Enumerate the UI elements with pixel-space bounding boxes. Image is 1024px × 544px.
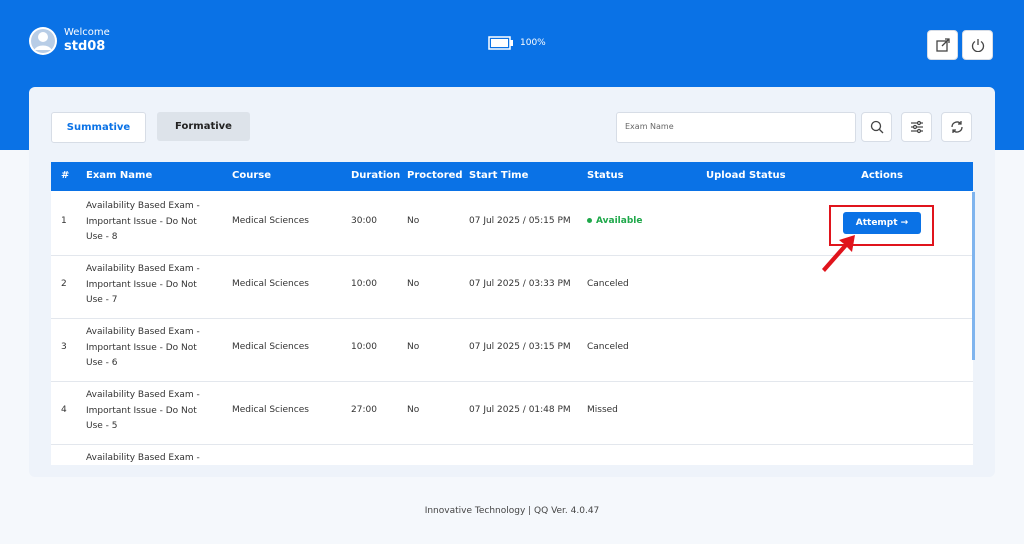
footer: Innovative Technology | QQ Ver. 4.0.47 (424, 506, 600, 516)
refresh-button[interactable] (941, 112, 972, 142)
proctored: No (407, 216, 420, 226)
course: Medical Sciences (232, 342, 309, 352)
scrollbar (972, 192, 975, 360)
column-header: Actions (861, 170, 903, 181)
column-header: Start Time (469, 170, 529, 181)
duration: 10:00 (351, 279, 377, 289)
exam-name: Availability Based Exam - Important Issu… (86, 201, 200, 242)
open-button[interactable] (927, 30, 958, 60)
status: Canceled (587, 342, 629, 352)
num: 2 (61, 279, 67, 289)
status-dot (587, 218, 592, 223)
duration: 30:00 (351, 216, 377, 226)
attempt-button[interactable]: Attempt → (843, 212, 921, 234)
column-header: Exam Name (86, 170, 153, 181)
table-header: # Exam Name Course Duration Proctored Start T… (51, 162, 973, 191)
column-header: Status (587, 170, 624, 181)
tab[interactable]: Summative (51, 112, 146, 143)
duration: 27:00 (351, 405, 377, 415)
status-text: Available (596, 216, 643, 226)
course: Medical Sciences (232, 279, 309, 289)
battery-level: 100% (520, 38, 546, 48)
status: Available (587, 216, 642, 226)
tab[interactable]: Formative (157, 112, 250, 141)
placeholder: Exam Name (625, 122, 674, 131)
highlight-box (829, 205, 934, 246)
column-header: Upload Status (706, 170, 786, 181)
exam-name: Availability Based Exam - Important Issu… (86, 264, 200, 305)
table-row: 3 Availability Based Exam - Important Iss… (51, 318, 973, 382)
table-row: 2 Availability Based Exam - Important Iss… (51, 255, 973, 319)
exam-table: # Exam Name Course Duration Proctored Start T… (51, 162, 973, 465)
start-time: 07 Jul 2025 / 03:15 PM (469, 342, 571, 352)
column-header: Proctored (407, 170, 463, 181)
duration: 10:00 (351, 342, 377, 352)
status: Missed (587, 405, 618, 415)
search-button[interactable] (861, 112, 892, 142)
column-header: Duration (351, 170, 401, 181)
pointer-arrow (822, 235, 855, 272)
table-row: 1 Availability Based Exam - Important Iss… (51, 192, 973, 256)
column-header: Course (232, 170, 271, 181)
proctored: No (407, 342, 420, 352)
username: std08 (64, 39, 106, 54)
search-input[interactable]: Exam Name (616, 112, 856, 143)
exam-name: Availability Based Exam - Important Issu… (86, 327, 200, 368)
welcome: Welcome (64, 27, 110, 38)
table-row: 4 Availability Based Exam - Important Iss… (51, 381, 973, 445)
proctored: No (407, 405, 420, 415)
start-time: 07 Jul 2025 / 01:48 PM (469, 405, 571, 415)
proctored: No (407, 279, 420, 289)
num: 3 (61, 342, 67, 352)
status: Canceled (587, 279, 629, 289)
avatar (29, 27, 57, 55)
filter-button[interactable] (901, 112, 932, 142)
num: 4 (61, 405, 67, 415)
exam-name: Availability Based Exam - (86, 453, 200, 463)
start-time: 07 Jul 2025 / 05:15 PM (469, 216, 571, 226)
course: Medical Sciences (232, 405, 309, 415)
battery-icon (488, 36, 513, 50)
column-header: # (61, 170, 70, 181)
exam-name: Availability Based Exam - Important Issu… (86, 390, 200, 431)
logout-button[interactable] (962, 30, 993, 60)
num: 1 (61, 216, 67, 226)
course: Medical Sciences (232, 216, 309, 226)
start-time: 07 Jul 2025 / 03:33 PM (469, 279, 571, 289)
table-row: Availability Based Exam - (51, 444, 973, 465)
